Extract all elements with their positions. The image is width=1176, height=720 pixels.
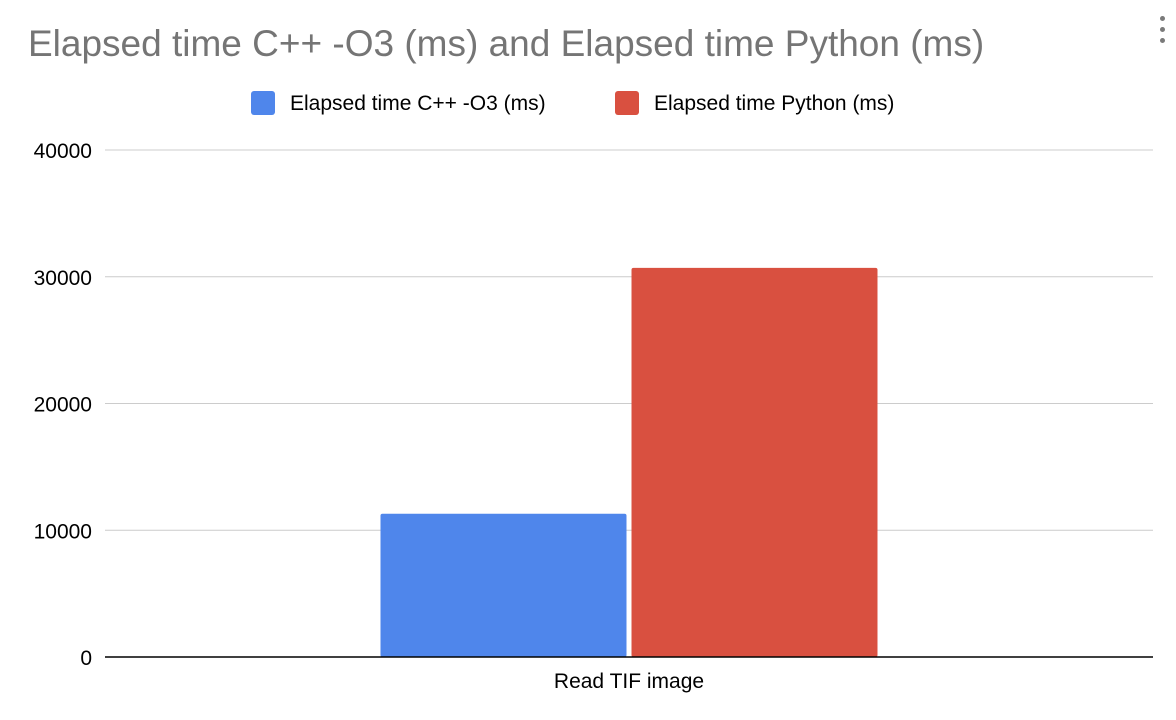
legend: Elapsed time C++ -O3 (ms) Elapsed time Py…: [251, 91, 894, 115]
x-tick-label: Read TIF image: [554, 670, 704, 693]
y-tick-label: 20000: [34, 394, 92, 417]
bar-cpp: [380, 513, 627, 657]
bar-python: [631, 267, 878, 657]
legend-label: Elapsed time Python (ms): [654, 92, 894, 115]
legend-swatch: [615, 91, 639, 115]
vertical-dots-icon[interactable]: [1150, 14, 1174, 60]
y-axis-ticks: 0 10000 20000 30000 40000: [34, 140, 92, 670]
bars: [380, 267, 878, 657]
gridlines: [105, 149, 1153, 531]
y-tick-label: 30000: [34, 267, 92, 290]
x-axis-ticks: Read TIF image: [554, 670, 704, 693]
chart-title: Elapsed time C++ -O3 (ms) and Elapsed ti…: [28, 23, 984, 64]
dot: [1159, 38, 1165, 43]
y-tick-label: 10000: [34, 520, 92, 543]
y-tick-label: 40000: [34, 140, 92, 163]
legend-swatch: [251, 91, 275, 115]
dot: [1159, 16, 1165, 21]
legend-label: Elapsed time C++ -O3 (ms): [290, 92, 546, 115]
y-tick-label: 0: [80, 647, 92, 670]
dot: [1159, 27, 1165, 32]
